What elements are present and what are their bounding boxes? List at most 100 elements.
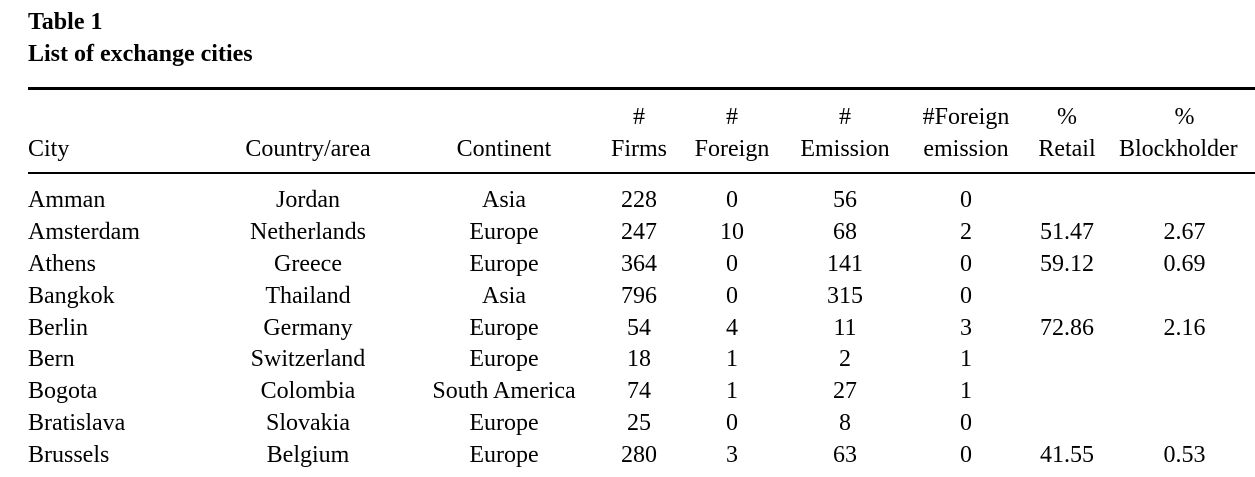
cell-firms: 280 xyxy=(621,442,657,469)
top-rule xyxy=(28,87,1255,90)
cell-emission: 8 xyxy=(839,410,851,437)
cell-city: Athens xyxy=(28,250,96,277)
cell-continent: Europe xyxy=(469,218,539,245)
table-row: Amsterdam Netherlands Europe 247 10 68 2 51.47 2… xyxy=(0,216,1255,248)
table-caption: Table 1 List of exchange cities xyxy=(28,6,253,70)
header-country: Country/area xyxy=(228,101,388,165)
cell-emission: 315 xyxy=(827,282,863,309)
cell-emission: 68 xyxy=(833,218,857,245)
header-rule xyxy=(28,172,1255,174)
header-retail: % Retail xyxy=(1028,101,1106,165)
cell-foreign-emission: 0 xyxy=(960,250,972,277)
cell-foreign-emission: 0 xyxy=(960,187,972,213)
table-row: Bern Switzerland Europe 18 1 2 1 xyxy=(0,343,1255,375)
cell-city: Bangkok xyxy=(28,282,115,309)
header-emission-label: Emission xyxy=(800,136,890,162)
table-row: Bogota Colombia South America 74 1 27 1 xyxy=(0,375,1255,407)
cell-continent: Europe xyxy=(469,314,539,341)
cell-country: Belgium xyxy=(266,442,350,469)
cell-retail: 72.86 xyxy=(1040,314,1094,341)
cell-foreign: 3 xyxy=(726,442,738,469)
cell-emission: 2 xyxy=(839,346,851,373)
cell-foreign-emission: 0 xyxy=(960,282,972,309)
header-foreign-line1: # xyxy=(726,104,738,130)
cell-foreign: 0 xyxy=(726,187,738,213)
cell-firms: 18 xyxy=(627,346,651,373)
cell-country: Jordan xyxy=(276,187,340,213)
cell-foreign-emission: 0 xyxy=(960,410,972,437)
cell-firms: 74 xyxy=(627,378,651,405)
cell-continent: Europe xyxy=(469,442,539,469)
header-firms-line1: # xyxy=(633,104,645,130)
cell-emission: 141 xyxy=(827,250,863,277)
header-emission-line1: # xyxy=(839,104,851,130)
cell-foreign: 0 xyxy=(726,410,738,437)
table-body: Amman Jordan Asia 228 0 56 0 Amsterdam Netherlan… xyxy=(0,184,1255,471)
cell-continent: Europe xyxy=(469,346,539,373)
cell-country: Netherlands xyxy=(250,218,366,245)
cell-firms: 796 xyxy=(621,282,657,309)
header-continent-label: Continent xyxy=(456,136,552,162)
header-country-line1 xyxy=(228,101,388,133)
cell-country: Greece xyxy=(274,250,342,277)
cell-country: Slovakia xyxy=(266,410,350,437)
cell-continent: Asia xyxy=(482,282,526,309)
header-firms-label: Firms xyxy=(610,136,667,162)
table-row: Athens Greece Europe 364 0 141 0 59.12 0.69 xyxy=(0,248,1255,280)
cell-firms: 364 xyxy=(621,250,657,277)
cell-foreign-emission: 2 xyxy=(960,218,972,245)
cell-foreign: 1 xyxy=(726,346,738,373)
cell-city: Berlin xyxy=(28,314,88,341)
cell-continent: Asia xyxy=(482,187,526,213)
header-foreign-emission-line1: #Foreign xyxy=(922,104,1010,130)
cell-city: Bern xyxy=(28,346,75,373)
cell-city: Amman xyxy=(28,187,106,213)
cell-retail: 41.55 xyxy=(1040,442,1094,469)
header-firms: # Firms xyxy=(602,101,676,165)
header-blockholder-label: Blockholder xyxy=(1119,136,1238,162)
cell-retail: 51.47 xyxy=(1040,218,1094,245)
header-retail-line1: % xyxy=(1057,104,1077,130)
cell-firms: 25 xyxy=(627,410,651,437)
header-city: City xyxy=(28,101,69,165)
table-row: Amman Jordan Asia 228 0 56 0 xyxy=(0,184,1255,216)
table-row: Berlin Germany Europe 54 4 11 3 72.86 2.16 xyxy=(0,312,1255,344)
cell-emission: 63 xyxy=(833,442,857,469)
cell-continent: Europe xyxy=(469,410,539,437)
cell-city: Brussels xyxy=(28,442,110,469)
cell-retail: 59.12 xyxy=(1040,250,1094,277)
table-row: Bratislava Slovakia Europe 25 0 8 0 xyxy=(0,407,1255,439)
cell-foreign: 4 xyxy=(726,314,738,341)
header-city-line1 xyxy=(28,101,69,133)
header-continent: Continent xyxy=(414,101,594,165)
header-blockholder-line1: % xyxy=(1174,104,1195,130)
cell-emission: 27 xyxy=(833,378,857,405)
cell-continent: South America xyxy=(432,378,576,405)
cell-emission: 11 xyxy=(833,314,857,341)
cell-blockholder: 2.67 xyxy=(1163,218,1206,245)
cell-country: Colombia xyxy=(260,378,356,405)
cell-blockholder: 0.69 xyxy=(1163,250,1206,277)
cell-foreign-emission: 3 xyxy=(960,314,972,341)
header-country-label: Country/area xyxy=(245,136,371,162)
cell-blockholder: 0.53 xyxy=(1163,442,1206,469)
cell-country: Thailand xyxy=(265,282,351,309)
cell-country: Switzerland xyxy=(250,346,366,373)
cell-firms: 228 xyxy=(621,187,657,213)
header-continent-line1 xyxy=(414,101,594,133)
header-retail-label: Retail xyxy=(1038,136,1096,162)
cell-continent: Europe xyxy=(469,250,539,277)
header-foreign-label: Foreign xyxy=(694,136,770,162)
cell-blockholder: 2.16 xyxy=(1163,314,1206,341)
cell-foreign: 0 xyxy=(726,282,738,309)
header-foreign-emission-label: emission xyxy=(923,136,1009,162)
cell-foreign-emission: 0 xyxy=(960,442,972,469)
cell-foreign: 10 xyxy=(720,218,744,245)
cell-foreign-emission: 1 xyxy=(960,346,972,373)
cell-firms: 247 xyxy=(621,218,657,245)
cell-foreign: 1 xyxy=(726,378,738,405)
cell-firms: 54 xyxy=(627,314,651,341)
cell-foreign: 0 xyxy=(726,250,738,277)
cell-city: Bogota xyxy=(28,378,98,405)
table-row: Brussels Belgium Europe 280 3 63 0 41.55 0.53 xyxy=(0,439,1255,471)
